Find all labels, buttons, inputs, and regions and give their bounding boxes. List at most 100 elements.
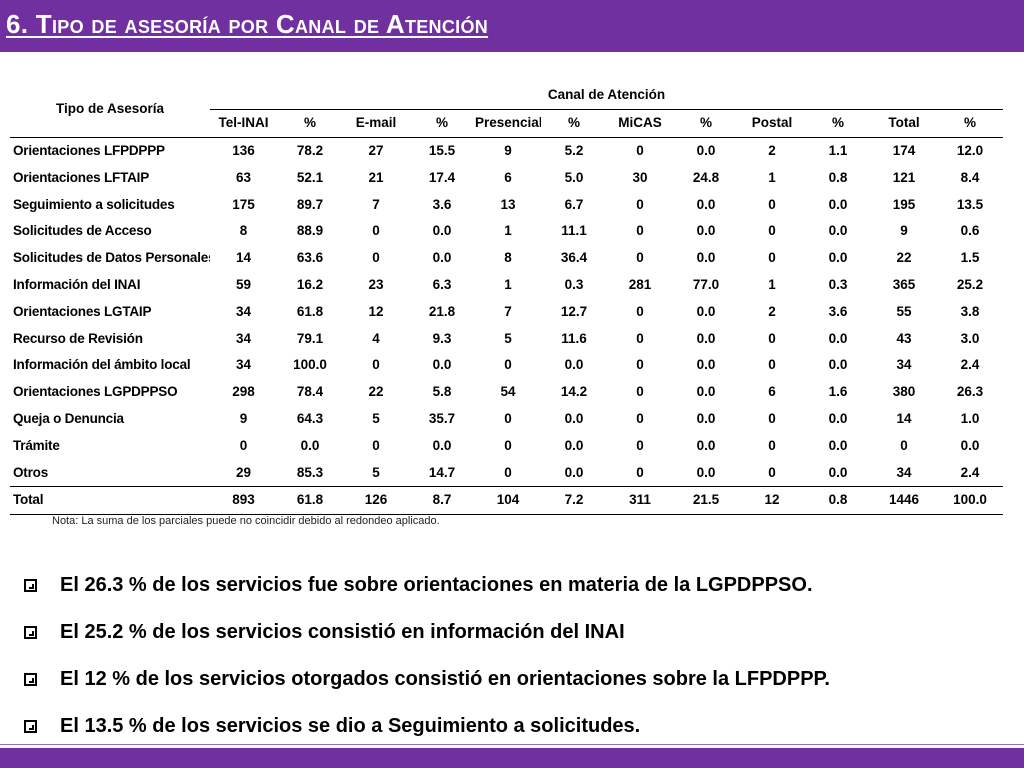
total-cell: 0.8	[805, 485, 871, 515]
table-cell: 0.0	[828, 250, 848, 266]
table-cell: 7	[372, 196, 380, 212]
table-cell: 298	[232, 384, 255, 400]
total-label: Total	[10, 485, 210, 515]
table-cell: 1.6	[828, 384, 848, 400]
table-cell: 15.5	[428, 142, 456, 158]
table-cell: 12.0	[956, 142, 984, 158]
bullet-item: El 25.2 % de los servicios consistió en …	[24, 609, 830, 656]
table-cell: 0	[504, 410, 512, 426]
table-cell: 9	[239, 410, 248, 426]
row-label: Solicitudes de Acceso	[13, 223, 152, 239]
table-cell: 3.0	[960, 330, 980, 346]
table-row: Orientaciones LGTAIP 34 61.8 12 21.8 7 12.7 0 0.…	[10, 298, 1003, 325]
table-row: Solicitudes de Acceso 8 88.9 0 0.0 1 11.1 0 0.0 0…	[10, 218, 1003, 245]
total-cell: 100.0	[937, 485, 1004, 515]
table-cell: 365	[892, 276, 916, 292]
table-cell: 14	[235, 250, 252, 266]
table-cell: 7	[504, 303, 512, 319]
table-cell: 0.0	[828, 196, 848, 212]
column-header: Tel-INAI	[210, 109, 277, 138]
table-cell: 85.3	[296, 464, 324, 480]
table-cell: 0.0	[564, 357, 584, 373]
table-row: Orientaciones LGPDPPSO 298 78.4 22 5.8 54 14.2…	[10, 379, 1003, 406]
table-cell: 0	[636, 464, 644, 480]
table-cell: 27	[368, 142, 384, 158]
table-cell: 1.1	[828, 142, 848, 158]
table-cell: 0.0	[696, 437, 716, 453]
table-cell: 12.7	[560, 303, 588, 319]
table-cell: 5	[372, 410, 380, 426]
table-cell: 8	[504, 250, 512, 266]
table-cell: 2.4	[960, 464, 980, 480]
table-cell: 380	[892, 384, 916, 400]
total-cell: 1446	[871, 485, 937, 515]
table-container: Tipo de Asesoría Canal de Atención Tel-I…	[10, 82, 1004, 515]
row-label: Otros	[13, 464, 49, 480]
row-label: Seguimiento a solicitudes	[13, 196, 175, 212]
table-cell: 0.0	[696, 330, 716, 346]
data-table: Tipo de Asesoría Canal de Atención Tel-I…	[10, 82, 1004, 515]
table-cell: 52.1	[296, 169, 324, 185]
table-cell: 6.3	[432, 276, 452, 292]
table-cell: 1.0	[960, 410, 980, 426]
total-cell: 8.7	[409, 485, 475, 515]
table-cell: 63.6	[296, 250, 324, 266]
table-cell: 0	[636, 330, 644, 346]
table-cell: 1	[504, 223, 512, 239]
table-cell: 21.8	[428, 303, 456, 319]
table-cell: 0	[372, 223, 380, 239]
table-cell: 1.5	[960, 250, 980, 266]
table-cell: 29	[235, 464, 252, 480]
table-cell: 34	[235, 330, 252, 346]
table-cell: 64.3	[296, 410, 324, 426]
total-cell: 126	[343, 485, 409, 515]
bullet-text: El 25.2 % de los servicios consistió en …	[60, 621, 625, 643]
table-cell: 0	[239, 437, 248, 453]
table-cell: 0	[636, 223, 644, 239]
table-cell: 2.4	[960, 357, 980, 373]
table-cell: 1	[768, 276, 776, 292]
table-cell: 26.3	[956, 384, 984, 400]
table-cell: 0.0	[696, 357, 716, 373]
table-cell: 77.0	[692, 276, 720, 292]
table-cell: 121	[892, 169, 916, 185]
table-cell: 0	[504, 357, 512, 373]
table-cell: 0.8	[828, 169, 848, 185]
table-cell: 175	[232, 196, 255, 212]
table-cell: 43	[896, 330, 912, 346]
table-cell: 0.0	[828, 357, 848, 373]
table-cell: 25.2	[956, 276, 984, 292]
table-cell: 5.8	[432, 384, 452, 400]
table-cell: 0.0	[828, 437, 848, 453]
table-cell: 0	[768, 410, 776, 426]
title-bar: 6. Tipo de asesoría por Canal de Atenció…	[0, 0, 1024, 52]
table-cell: 0.3	[564, 276, 584, 292]
table-row: Información del ámbito local 34 100.0 0 0.0 0…	[10, 352, 1003, 379]
checkbox-bullet-icon	[24, 720, 37, 733]
total-cell: 104	[475, 485, 541, 515]
column-header: Postal	[739, 109, 805, 138]
table-cell: 1	[768, 169, 776, 185]
table-cell: 0.0	[696, 303, 716, 319]
table-cell: 0	[372, 357, 380, 373]
table-cell: 14.2	[560, 384, 588, 400]
bullet-text: El 12 % de los servicios otorgados consi…	[60, 668, 830, 690]
table-note: Nota: La suma de los parciales puede no …	[52, 515, 440, 527]
checkbox-bullet-icon	[24, 626, 37, 639]
total-cell: 311	[607, 485, 673, 515]
total-cell: 7.2	[541, 485, 607, 515]
table-cell: 61.8	[296, 303, 324, 319]
table-cell: 0	[636, 196, 644, 212]
row-label: Orientaciones LFTAIP	[13, 169, 150, 185]
table-row: Información del INAI 59 16.2 23 6.3 1 0.3 281 77…	[10, 272, 1003, 299]
corner-header: Tipo de Asesoría	[10, 82, 210, 138]
table-cell: 14.7	[428, 464, 456, 480]
row-label: Orientaciones LGPDPPSO	[13, 384, 178, 400]
table-cell: 3.6	[828, 303, 848, 319]
table-cell: 0	[768, 464, 776, 480]
column-header: MiCAS	[607, 109, 673, 138]
column-header: E-mail	[343, 109, 409, 138]
table-row: Orientaciones LFTAIP 63 52.1 21 17.4 6 5.0 30 24…	[10, 164, 1003, 191]
column-header: Total	[871, 109, 937, 138]
column-header: %	[805, 109, 871, 138]
